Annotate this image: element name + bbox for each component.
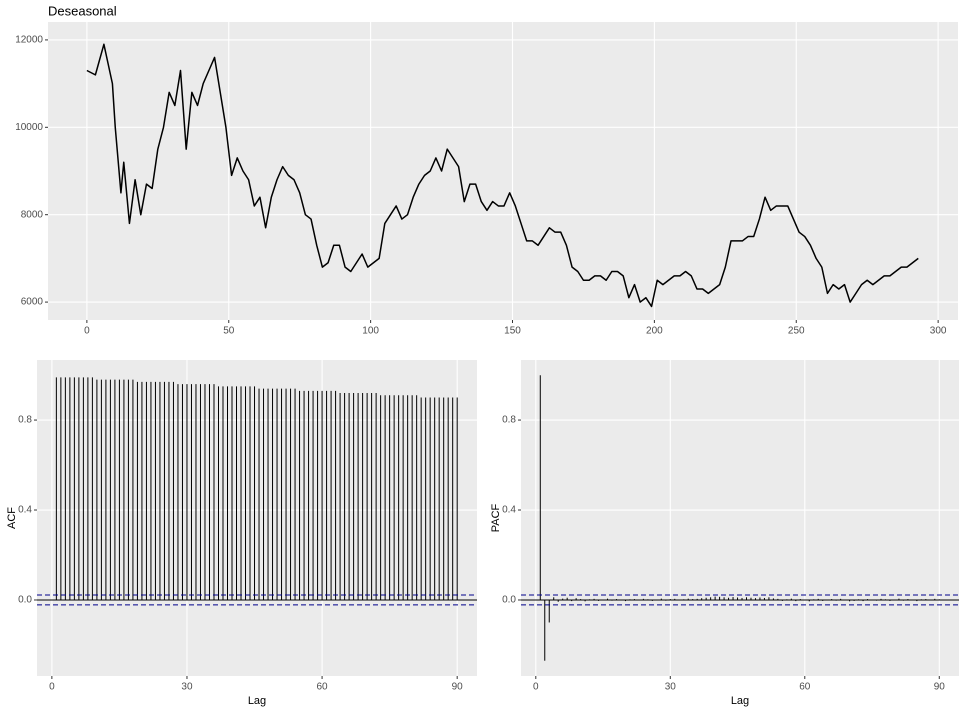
y-axis-title: PACF xyxy=(490,503,502,532)
x-tick-label: 0 xyxy=(49,682,55,693)
y-tick-label: 0.0 xyxy=(502,595,516,606)
y-tick-label: 10000 xyxy=(15,122,43,133)
y-tick-label: 0.8 xyxy=(502,415,516,426)
x-tick-label: 0 xyxy=(533,682,539,693)
y-tick-label: 12000 xyxy=(15,35,43,46)
x-axis-title: Lag xyxy=(731,695,749,707)
x-tick-label: 30 xyxy=(181,682,193,693)
y-tick-label: 0.4 xyxy=(502,505,516,516)
x-tick-label: 60 xyxy=(799,682,811,693)
chart-title: Deseasonal xyxy=(48,3,117,18)
y-tick-label: 6000 xyxy=(21,297,44,308)
panel-background xyxy=(37,360,477,676)
x-axis-title: Lag xyxy=(248,695,266,707)
x-tick-label: 90 xyxy=(934,682,946,693)
x-tick-label: 250 xyxy=(788,326,805,337)
x-tick-label: 300 xyxy=(930,326,947,337)
x-tick-label: 150 xyxy=(504,326,521,337)
x-tick-label: 100 xyxy=(362,326,379,337)
x-tick-label: 60 xyxy=(317,682,329,693)
x-tick-label: 30 xyxy=(665,682,677,693)
x-tick-label: 200 xyxy=(646,326,663,337)
x-tick-label: 90 xyxy=(452,682,464,693)
panel-background xyxy=(521,360,959,676)
y-axis-title: ACF xyxy=(6,507,18,529)
y-tick-label: 0.8 xyxy=(18,415,32,426)
x-tick-label: 50 xyxy=(223,326,235,337)
x-tick-label: 0 xyxy=(84,326,90,337)
y-tick-label: 0.0 xyxy=(18,595,32,606)
y-tick-label: 8000 xyxy=(21,209,44,220)
y-tick-label: 0.4 xyxy=(18,505,32,516)
series-line xyxy=(86,43,919,308)
panel-background xyxy=(48,22,958,320)
